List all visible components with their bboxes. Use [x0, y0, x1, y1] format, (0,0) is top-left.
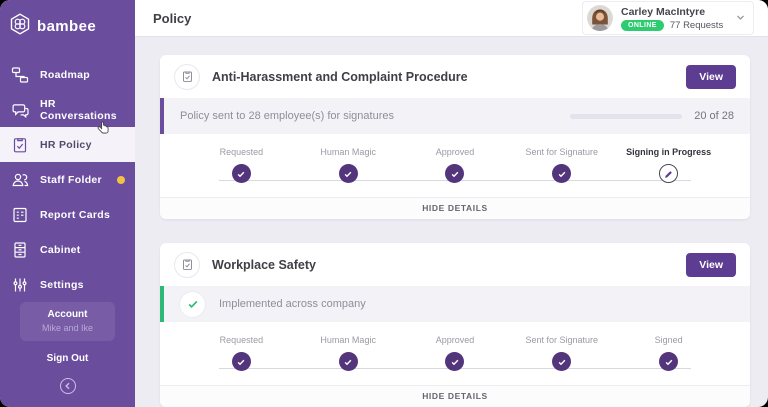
chevron-down-icon[interactable] — [736, 9, 745, 27]
sidebar-item-label: Staff Folder — [40, 173, 102, 186]
step-sent-for-signature: Sent for Signature — [508, 335, 615, 371]
chevron-left-icon — [64, 382, 69, 390]
step-requested: Requested — [188, 335, 295, 371]
check-icon — [338, 164, 358, 183]
settings-sliders-icon — [10, 275, 30, 295]
policy-stepper: Requested Human Magic Approved Sent for … — [160, 134, 750, 197]
page-header: Policy Carley MacIntyre ONLINE 77 Reques… — [135, 0, 768, 37]
check-icon — [231, 352, 251, 371]
cabinet-icon — [10, 240, 30, 260]
view-button[interactable]: View — [686, 64, 736, 89]
policy-status-row: Policy sent to 28 employee(s) for signat… — [160, 98, 750, 134]
sidebar-item-label: HR Conversations — [40, 97, 117, 122]
policy-title: Workplace Safety — [212, 257, 316, 272]
avatar — [587, 5, 613, 31]
sign-out-button[interactable]: Sign Out — [46, 353, 89, 364]
brand-name: bambee — [37, 18, 97, 35]
sidebar-item-settings[interactable]: Settings — [0, 267, 135, 302]
bambee-logo-icon — [8, 12, 32, 41]
policy-card-anti-harassment: Anti-Harassment and Complaint Procedure … — [160, 55, 750, 219]
step-signing-in-progress: Signing in Progress — [615, 147, 722, 183]
sidebar-nav: Roadmap HR Conversations HR Policy Staff… — [0, 57, 135, 302]
policy-stepper: Requested Human Magic Approved Sent for … — [160, 322, 750, 385]
user-name: Carley MacIntyre — [621, 5, 706, 18]
policy-card-workplace-safety: Workplace Safety View Implemented across… — [160, 243, 750, 407]
sidebar-item-label: Roadmap — [40, 68, 90, 81]
sidebar-item-staff-folder[interactable]: Staff Folder — [0, 162, 135, 197]
policy-status-row: Implemented across company — [160, 286, 750, 322]
brand-logo[interactable]: bambee — [0, 0, 135, 51]
main-area: Policy Carley MacIntyre ONLINE 77 Reques… — [135, 0, 768, 407]
policy-title: Anti-Harassment and Complaint Procedure — [212, 69, 468, 84]
hide-details-toggle[interactable]: HIDE DETAILS — [160, 197, 750, 219]
pencil-icon — [659, 164, 679, 183]
sidebar-item-label: Cabinet — [40, 243, 81, 256]
chat-icon — [10, 100, 30, 120]
green-check-icon — [180, 291, 205, 317]
card-title-row: Workplace Safety View — [160, 243, 750, 286]
step-human-magic: Human Magic — [295, 147, 402, 183]
check-icon — [552, 164, 572, 183]
notification-dot — [117, 175, 125, 184]
check-icon — [445, 352, 465, 371]
requests-count: 77 Requests — [669, 19, 724, 31]
policy-clipboard-icon — [174, 63, 200, 90]
check-icon — [552, 352, 572, 371]
account-label: Account — [47, 309, 88, 320]
step-requested: Requested — [188, 147, 295, 183]
signature-progress: 20 of 28 — [570, 110, 734, 122]
sidebar-item-cabinet[interactable]: Cabinet — [0, 232, 135, 267]
progress-track — [570, 113, 683, 119]
progress-label: 20 of 28 — [694, 110, 734, 122]
sidebar-item-roadmap[interactable]: Roadmap — [0, 57, 135, 92]
check-icon — [445, 164, 465, 183]
view-button[interactable]: View — [686, 252, 736, 277]
sidebar-footer: Account Mike and Ike Sign Out — [0, 302, 135, 407]
policy-clipboard-icon — [174, 251, 200, 278]
account-button[interactable]: Account Mike and Ike — [20, 302, 115, 341]
sidebar-collapse-button[interactable] — [59, 378, 76, 394]
sidebar-item-hr-policy[interactable]: HR Policy — [0, 127, 135, 162]
staff-icon — [10, 170, 30, 190]
roadmap-icon — [10, 65, 30, 85]
step-approved: Approved — [402, 335, 509, 371]
card-title-row: Anti-Harassment and Complaint Procedure … — [160, 55, 750, 98]
report-card-icon — [10, 205, 30, 225]
step-signed: Signed — [615, 335, 722, 371]
sidebar-item-label: Settings — [40, 278, 84, 291]
sidebar: bambee Roadmap HR Conversations HR Polic… — [0, 0, 135, 407]
status-text: Implemented across company — [219, 298, 366, 310]
hide-details-toggle[interactable]: HIDE DETAILS — [160, 385, 750, 407]
status-badge: ONLINE — [621, 19, 664, 31]
check-icon — [231, 164, 251, 183]
step-sent-for-signature: Sent for Signature — [508, 147, 615, 183]
clipboard-icon — [10, 135, 30, 155]
step-approved: Approved — [402, 147, 509, 183]
sidebar-item-hr-conversations[interactable]: HR Conversations — [0, 92, 135, 127]
user-menu[interactable]: Carley MacIntyre ONLINE 77 Requests — [582, 1, 754, 35]
account-company: Mike and Ike — [41, 323, 94, 333]
sidebar-item-label: HR Policy — [40, 138, 92, 151]
check-icon — [338, 352, 358, 371]
page-title: Policy — [153, 10, 192, 26]
policy-list: Anti-Harassment and Complaint Procedure … — [135, 37, 768, 407]
sidebar-item-label: Report Cards — [40, 208, 111, 221]
check-icon — [659, 352, 679, 371]
user-info: Carley MacIntyre ONLINE 77 Requests — [621, 6, 723, 31]
step-human-magic: Human Magic — [295, 335, 402, 371]
status-text: Policy sent to 28 employee(s) for signat… — [180, 110, 394, 122]
sidebar-item-report-cards[interactable]: Report Cards — [0, 197, 135, 232]
